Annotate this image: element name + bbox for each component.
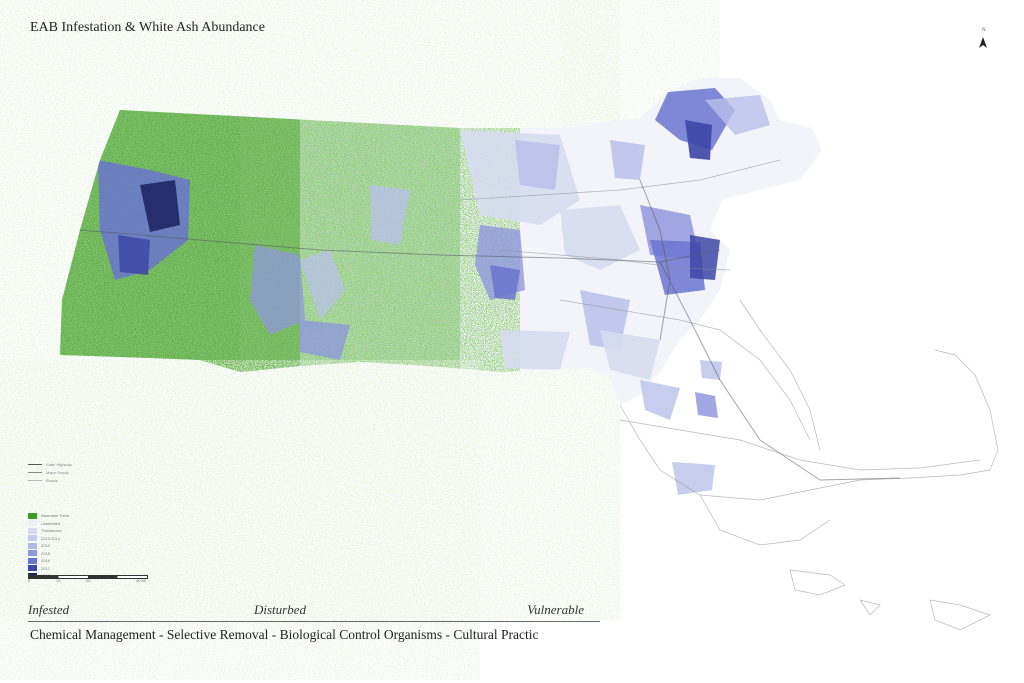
- legend-item: Threatened: [28, 527, 88, 535]
- legend-label: 2016: [41, 558, 50, 564]
- legend-item: 2013-2014: [28, 535, 88, 543]
- legend-swatch: [28, 565, 37, 572]
- ash-south-scatter: [0, 360, 480, 680]
- spectrum-label-vulnerable: Vulnerable: [527, 602, 584, 617]
- spectrum-label-disturbed: Disturbed: [254, 602, 306, 617]
- legend-item: Abundant Trees: [28, 512, 88, 520]
- infestation-polygons: [98, 88, 770, 380]
- legend-swatch: [28, 527, 37, 534]
- legend-fill: Abundant Trees Uninfested Threatened 201…: [28, 512, 88, 580]
- legend-label: Uninfested: [41, 520, 61, 526]
- legend-swatch: [28, 550, 37, 557]
- scale-tick: 0: [28, 578, 31, 583]
- southeast-polygons: [640, 360, 722, 495]
- north-arrow-label: N: [982, 28, 986, 33]
- spectrum-label-infested: Infested: [28, 602, 70, 617]
- scale-tick: 10: [56, 578, 61, 583]
- line-swatch: [28, 471, 42, 473]
- legend-label: 2017: [41, 565, 50, 571]
- legend-item: 2017: [28, 565, 88, 573]
- legend-label: 2013-2014: [41, 535, 61, 541]
- scale-tick: 20: [86, 578, 91, 583]
- legend-label: 2015: [41, 550, 50, 556]
- legend-roads: State Highway Major Roads Roads: [28, 460, 88, 484]
- legend-label: 2014: [41, 543, 50, 549]
- legend-item: Uninfested: [28, 520, 88, 528]
- legend-swatch: [28, 512, 37, 519]
- management-strategies: Chemical Management - Selective Removal …: [30, 627, 539, 642]
- spectrum-rule: [28, 621, 600, 622]
- legend-line-major: Major Roads: [28, 468, 88, 476]
- line-swatch: [28, 479, 42, 481]
- scale-tick: 40 Mi: [136, 578, 146, 583]
- legend-line-label: Roads: [46, 477, 58, 483]
- legend-swatch: [28, 557, 37, 564]
- legend-swatch: [28, 535, 37, 542]
- legend-item: 2016: [28, 557, 88, 565]
- north-arrow-icon: [979, 37, 987, 48]
- scale-bar: 0 10 20 40 Mi: [28, 575, 148, 585]
- legend-item: 2014: [28, 542, 88, 550]
- highways: [79, 179, 901, 481]
- map-title: EAB Infestation & White Ash Abundance: [30, 20, 265, 35]
- legend-swatch: [28, 520, 37, 527]
- massachusetts-area: [60, 78, 822, 405]
- scale-bar-graphic: [28, 575, 148, 579]
- legend-item: 2015: [28, 550, 88, 558]
- legend-line-highway: State Highway: [28, 460, 88, 468]
- legend-label: Abundant Trees: [41, 513, 70, 519]
- roads-network: [459, 159, 999, 631]
- legend-label: Threatened: [41, 528, 62, 534]
- legend-line-roads: Roads: [28, 476, 88, 484]
- line-swatch: [28, 463, 42, 465]
- legend-line-label: Major Roads: [46, 469, 69, 475]
- legend-line-label: State Highway: [46, 461, 72, 467]
- legend-swatch: [28, 542, 37, 549]
